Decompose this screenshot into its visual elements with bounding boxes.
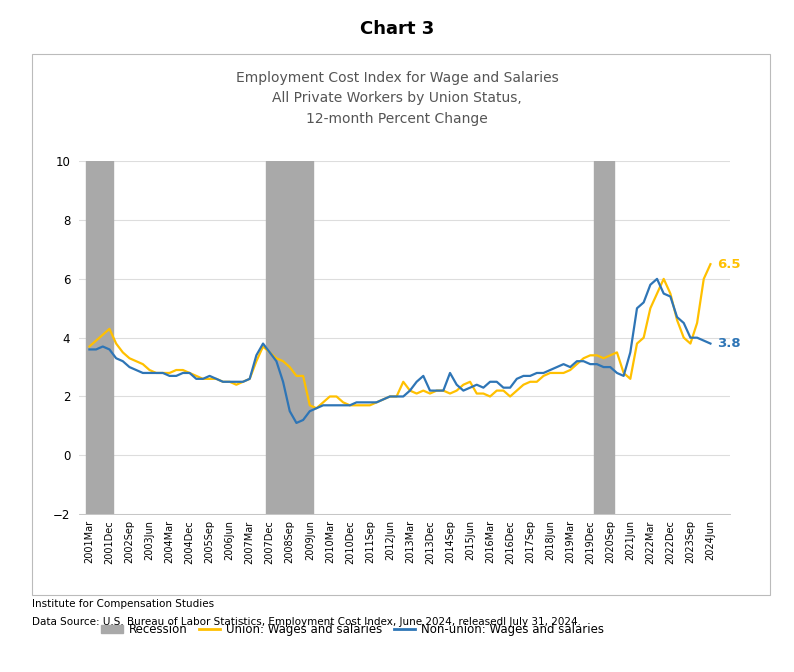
Bar (86, 161, 113, 514)
Text: Chart 3: Chart 3 (360, 20, 434, 38)
Text: 3.8: 3.8 (717, 337, 741, 350)
Bar (594, 161, 614, 514)
Text: 6.5: 6.5 (717, 257, 741, 271)
Legend: Recession, Union: Wages and salaries, Non-union: Wages and salaries: Recession, Union: Wages and salaries, No… (97, 619, 609, 641)
Bar (266, 161, 313, 514)
Text: Employment Cost Index for Wage and Salaries
All Private Workers by Union Status,: Employment Cost Index for Wage and Salar… (236, 71, 558, 126)
Text: Institute for Compensation Studies: Institute for Compensation Studies (32, 599, 214, 610)
Text: Data Source: U.S. Bureau of Labor Statistics, Employment Cost Index, June 2024, : Data Source: U.S. Bureau of Labor Statis… (32, 617, 580, 627)
